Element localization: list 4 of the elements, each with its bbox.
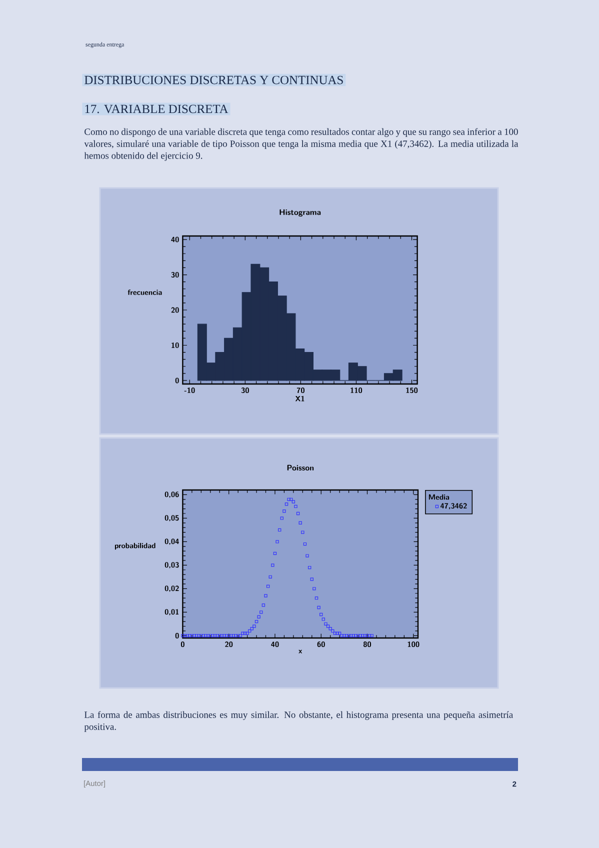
text: Como no dispongo de una variable discreta que tenga como resultados contar algo y que su rango sea inferior a 100 valores, simularé una variable de tipo Poisson que tenga la misma media que X1 (47,3462). La media utilizada la hemos obtenido del ejercicio 9.	[84, 128, 518, 161]
text: 17. VARIABLE DISCRETA	[85, 104, 228, 114]
text: DISTRIBUCIONES DISCRETAS Y CONTINUAS	[84, 76, 343, 84]
text: La forma de ambas distribuciones es muy similar. No obstante, el histograma presenta una pequeña asimetría positiva.	[84, 711, 513, 732]
